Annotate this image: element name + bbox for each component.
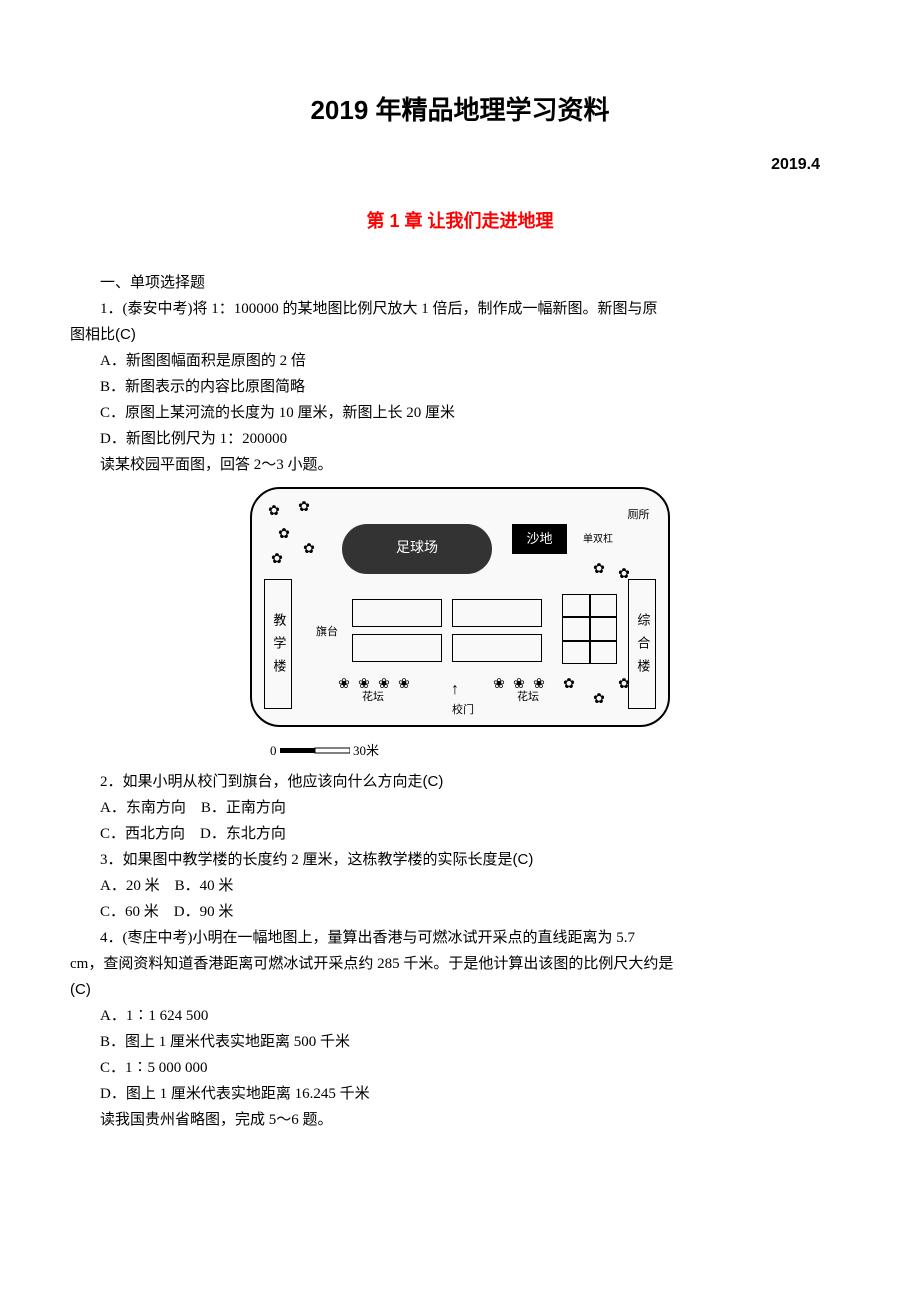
teaching-building: 教学楼 xyxy=(264,579,292,709)
toilet-label: 厕所 xyxy=(621,509,656,521)
q4-text: 4．(枣庄中考)小明在一幅地图上，量算出香港与可燃冰试开采点的直线距离为 5.7 xyxy=(70,926,850,950)
q3-opt-cd: C．60 米 D．90 米 xyxy=(70,900,850,924)
complex-building: 综合楼 xyxy=(628,579,656,709)
q1-text: 1．(泰安中考)将 1：100000 的某地图比例尺放大 1 倍后，制作成一幅新… xyxy=(70,297,850,321)
q1-opt-b: B．新图表示的内容比原图简略 xyxy=(70,375,850,399)
q4-opt-b: B．图上 1 厘米代表实地距离 500 千米 xyxy=(70,1030,850,1054)
court-4 xyxy=(452,634,542,662)
q3-text-span: 3．如果图中教学楼的长度约 2 厘米，这栋教学楼的实际长度是 xyxy=(100,852,513,868)
campus-map-figure: 足球场 沙地 厕所 单双杠 教学楼 综合楼 旗台 花坛 花坛 校门 ↑ ✿ ✿ … xyxy=(70,487,850,762)
court-1 xyxy=(352,599,442,627)
q1-opt-a: A．新图图幅面积是原图的 2 倍 xyxy=(70,349,850,373)
date: 2019.4 xyxy=(70,152,850,178)
campus-map: 足球场 沙地 厕所 单双杠 教学楼 综合楼 旗台 花坛 花坛 校门 ↑ ✿ ✿ … xyxy=(250,487,670,727)
scale-30: 30米 xyxy=(353,743,379,758)
main-title: 2019 年精品地理学习资料 xyxy=(70,90,850,132)
sand-area: 沙地 xyxy=(512,524,567,554)
grid-box xyxy=(562,594,617,664)
q3-opt-ab: A．20 米 B．40 米 xyxy=(70,874,850,898)
q3-text: 3．如果图中教学楼的长度约 2 厘米，这栋教学楼的实际长度是(C) xyxy=(70,848,850,872)
q4-cont: cm，查阅资料知道香港距离可燃冰试开采点约 285 千米。于是他计算出该图的比例… xyxy=(70,952,850,976)
chapter-title: 第 1 章 让我们走进地理 xyxy=(70,207,850,236)
q2-opt-cd: C．西北方向 D．东北方向 xyxy=(70,822,850,846)
q1-opt-c: C．原图上某河流的长度为 10 厘米，新图上长 20 厘米 xyxy=(70,401,850,425)
q1-answer: (C) xyxy=(115,326,136,343)
gate-arrow-icon: ↑ xyxy=(451,677,459,703)
q1-cont-text: 图相比 xyxy=(70,327,115,343)
scale-line-icon xyxy=(280,742,350,763)
flag-platform: 旗台 xyxy=(316,624,338,642)
prompt-56: 读我国贵州省略图，完成 5～6 题。 xyxy=(70,1108,850,1132)
q1-cont: 图相比(C) xyxy=(70,323,850,347)
q1-opt-d: D．新图比例尺为 1：200000 xyxy=(70,427,850,451)
q4-opt-c: C．1∶5 000 000 xyxy=(70,1056,850,1080)
bars-label: 单双杠 xyxy=(583,534,613,545)
q4-opt-a: A．1∶1 624 500 xyxy=(70,1004,850,1028)
q2-text-span: 2．如果小明从校门到旗台，他应该向什么方向走 xyxy=(100,774,423,790)
court-2 xyxy=(452,599,542,627)
section-heading: 一、单项选择题 xyxy=(70,271,850,295)
gate-label: 校门 xyxy=(452,702,474,720)
q2-opt-ab: A．东南方向 B．正南方向 xyxy=(70,796,850,820)
scale-bar: 0 30米 xyxy=(270,741,850,762)
football-field: 足球场 xyxy=(342,524,492,574)
court-3 xyxy=(352,634,442,662)
q4-opt-d: D．图上 1 厘米代表实地距离 16.245 千米 xyxy=(70,1082,850,1106)
q2-text: 2．如果小明从校门到旗台，他应该向什么方向走(C) xyxy=(70,770,850,794)
q2-answer: (C) xyxy=(423,773,444,790)
q4-answer-line: (C) xyxy=(70,978,850,1002)
q4-answer: (C) xyxy=(70,981,91,998)
prompt-23: 读某校园平面图，回答 2～3 小题。 xyxy=(70,453,850,477)
scale-0: 0 xyxy=(270,743,277,758)
q3-answer: (C) xyxy=(513,851,534,868)
